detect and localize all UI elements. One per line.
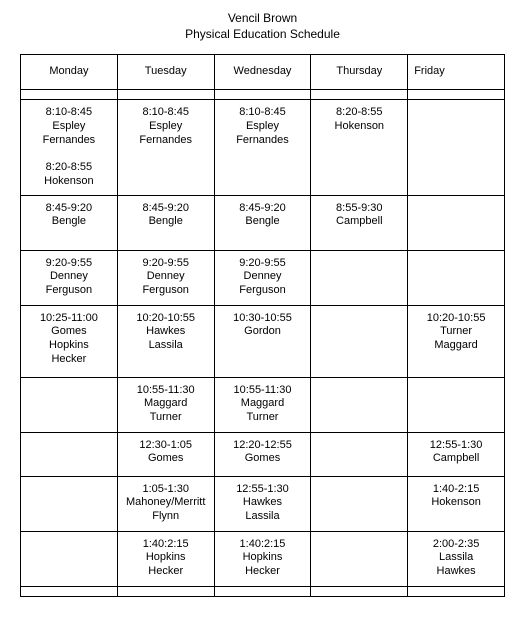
schedule-cell: 10:20-10:55 Turner Maggard bbox=[408, 305, 505, 377]
schedule-cell bbox=[21, 476, 118, 531]
schedule-cell: 1:40-2:15 Hokenson bbox=[408, 476, 505, 531]
schedule-cell bbox=[311, 476, 408, 531]
schedule-cell: 8:55-9:30 Campbell bbox=[311, 195, 408, 250]
spacer-cell bbox=[117, 586, 214, 596]
schedule-cell: 1:40:2:15 Hopkins Hecker bbox=[214, 531, 311, 586]
schedule-cell bbox=[311, 432, 408, 476]
spacer-cell bbox=[21, 586, 118, 596]
schedule-cell bbox=[408, 195, 505, 250]
schedule-table: Monday Tuesday Wednesday Thursday Friday… bbox=[20, 54, 505, 596]
title-block: Vencil Brown Physical Education Schedule bbox=[20, 10, 505, 42]
schedule-cell: 10:55-11:30 Maggard Turner bbox=[117, 377, 214, 432]
schedule-cell: 1:05-1:30 Mahoney/Merritt Flynn bbox=[117, 476, 214, 531]
title-subtitle: Physical Education Schedule bbox=[20, 26, 505, 42]
table-row: 1:40:2:15 Hopkins Hecker1:40:2:15 Hopkin… bbox=[21, 531, 505, 586]
col-thursday: Thursday bbox=[311, 55, 408, 90]
table-row: 12:30-1:05 Gomes12:20-12:55 Gomes 12:55-1… bbox=[21, 432, 505, 476]
schedule-cell bbox=[21, 377, 118, 432]
schedule-cell: 8:10-8:45 Espley Fernandes bbox=[214, 100, 311, 196]
schedule-cell: 1:40:2:15 Hopkins Hecker bbox=[117, 531, 214, 586]
schedule-cell bbox=[21, 432, 118, 476]
schedule-cell: 9:20-9:55 Denney Ferguson bbox=[21, 250, 118, 305]
spacer-cell bbox=[21, 90, 118, 100]
schedule-cell: 12:30-1:05 Gomes bbox=[117, 432, 214, 476]
schedule-cell: 12:55-1:30 Campbell bbox=[408, 432, 505, 476]
col-wednesday: Wednesday bbox=[214, 55, 311, 90]
spacer-cell bbox=[214, 90, 311, 100]
schedule-cell bbox=[21, 531, 118, 586]
schedule-cell bbox=[311, 531, 408, 586]
spacer-cell bbox=[311, 586, 408, 596]
table-row: 8:10-8:45 Espley Fernandes 8:20-8:55 Hok… bbox=[21, 100, 505, 196]
table-row: 10:55-11:30 Maggard Turner10:55-11:30 Ma… bbox=[21, 377, 505, 432]
spacer-cell bbox=[408, 90, 505, 100]
schedule-cell: 8:45-9:20 Bengle bbox=[117, 195, 214, 250]
schedule-cell: 10:55-11:30 Maggard Turner bbox=[214, 377, 311, 432]
col-tuesday: Tuesday bbox=[117, 55, 214, 90]
schedule-cell: 10:30-10:55 Gordon bbox=[214, 305, 311, 377]
schedule-cell: 8:45-9:20 Bengle bbox=[21, 195, 118, 250]
schedule-body: 8:10-8:45 Espley Fernandes 8:20-8:55 Hok… bbox=[21, 90, 505, 597]
table-row: 8:45-9:20 Bengle8:45-9:20 Bengle8:45-9:2… bbox=[21, 195, 505, 250]
spacer-cell bbox=[311, 90, 408, 100]
schedule-cell: 2:00-2:35 Lassila Hawkes bbox=[408, 531, 505, 586]
spacer-cell bbox=[117, 90, 214, 100]
schedule-cell: 10:20-10:55 Hawkes Lassila bbox=[117, 305, 214, 377]
schedule-cell: 8:10-8:45 Espley Fernandes 8:20-8:55 Hok… bbox=[21, 100, 118, 196]
spacer-row bbox=[21, 90, 505, 100]
header-row: Monday Tuesday Wednesday Thursday Friday bbox=[21, 55, 505, 90]
schedule-cell bbox=[311, 305, 408, 377]
spacer-cell bbox=[214, 586, 311, 596]
schedule-cell bbox=[408, 250, 505, 305]
schedule-cell: 12:55-1:30 Hawkes Lassila bbox=[214, 476, 311, 531]
table-row: 10:25-11:00 Gomes Hopkins Hecker10:20-10… bbox=[21, 305, 505, 377]
table-row: 1:05-1:30 Mahoney/Merritt Flynn12:55-1:3… bbox=[21, 476, 505, 531]
schedule-cell: 9:20-9:55 Denney Ferguson bbox=[214, 250, 311, 305]
schedule-cell bbox=[311, 377, 408, 432]
schedule-cell: 8:20-8:55 Hokenson bbox=[311, 100, 408, 196]
schedule-cell: 8:10-8:45 Espley Fernandes bbox=[117, 100, 214, 196]
schedule-cell: 9:20-9:55 Denney Ferguson bbox=[117, 250, 214, 305]
schedule-cell bbox=[408, 377, 505, 432]
schedule-page: Vencil Brown Physical Education Schedule… bbox=[0, 0, 525, 607]
table-row: 9:20-9:55 Denney Ferguson9:20-9:55 Denne… bbox=[21, 250, 505, 305]
schedule-cell: 10:25-11:00 Gomes Hopkins Hecker bbox=[21, 305, 118, 377]
spacer-row bbox=[21, 586, 505, 596]
title-name: Vencil Brown bbox=[20, 10, 505, 26]
schedule-cell bbox=[311, 250, 408, 305]
col-monday: Monday bbox=[21, 55, 118, 90]
schedule-cell: 12:20-12:55 Gomes bbox=[214, 432, 311, 476]
schedule-cell: 8:45-9:20 Bengle bbox=[214, 195, 311, 250]
col-friday: Friday bbox=[408, 55, 505, 90]
schedule-cell bbox=[408, 100, 505, 196]
spacer-cell bbox=[408, 586, 505, 596]
